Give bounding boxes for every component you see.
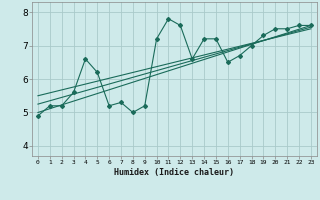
X-axis label: Humidex (Indice chaleur): Humidex (Indice chaleur) bbox=[115, 168, 234, 177]
